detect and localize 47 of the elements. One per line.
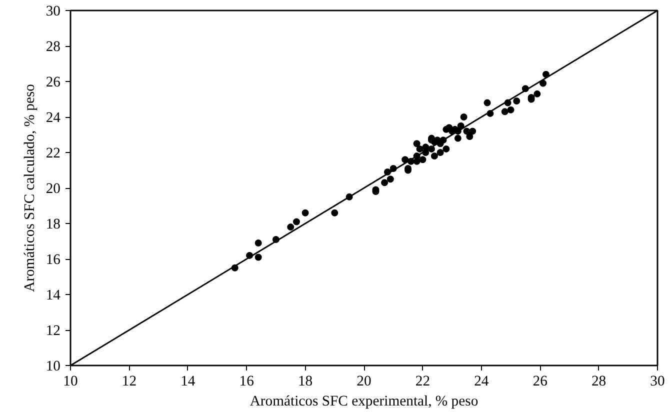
y-tick-label: 30 [46, 4, 60, 20]
point [513, 98, 520, 105]
x-tick-label: 22 [415, 374, 430, 390]
point [436, 149, 444, 156]
y-tick-label: 22 [46, 146, 60, 162]
point [469, 128, 476, 135]
point [484, 99, 491, 106]
x-axis-title: Aromáticos SFC experimental, % peso [250, 394, 478, 410]
y-tick-label: 26 [46, 74, 60, 90]
point [416, 145, 424, 152]
point [413, 140, 420, 148]
point [454, 134, 462, 142]
point [430, 152, 438, 160]
x-tick-label: 10 [63, 374, 78, 390]
x-tick-label: 26 [532, 374, 548, 390]
y-tick-label: 16 [46, 252, 60, 268]
point [466, 133, 474, 140]
point [386, 176, 394, 183]
point [292, 218, 300, 226]
point [419, 156, 426, 164]
point [254, 240, 262, 247]
x-tick-label: 16 [239, 374, 254, 390]
y-tick-label: 20 [46, 181, 60, 197]
x-tick-label: 24 [474, 374, 490, 390]
point [254, 254, 262, 261]
x-tick-label: 28 [591, 374, 606, 390]
point [460, 114, 468, 120]
x-tick-label: 12 [122, 374, 137, 390]
point [331, 209, 338, 216]
x-tick-label: 20 [356, 374, 372, 390]
point [507, 106, 514, 114]
point [442, 145, 450, 152]
y-tick-label: 14 [46, 288, 62, 304]
y-tick-label: 18 [46, 216, 60, 232]
y-axis-title: Aromáticos SFC calculado, % peso [22, 84, 38, 292]
point [501, 108, 508, 116]
y-tick-label: 24 [46, 110, 62, 126]
point [287, 224, 294, 231]
point [302, 209, 309, 216]
x-tick-label: 18 [298, 374, 313, 390]
x-tick-label: 30 [650, 374, 665, 390]
y-tick-label: 12 [46, 323, 60, 339]
point [534, 90, 541, 98]
x-tick-label: 14 [180, 374, 196, 390]
point [381, 179, 388, 186]
y-tick-label: 10 [46, 358, 60, 374]
y-tick-label: 28 [46, 39, 60, 55]
